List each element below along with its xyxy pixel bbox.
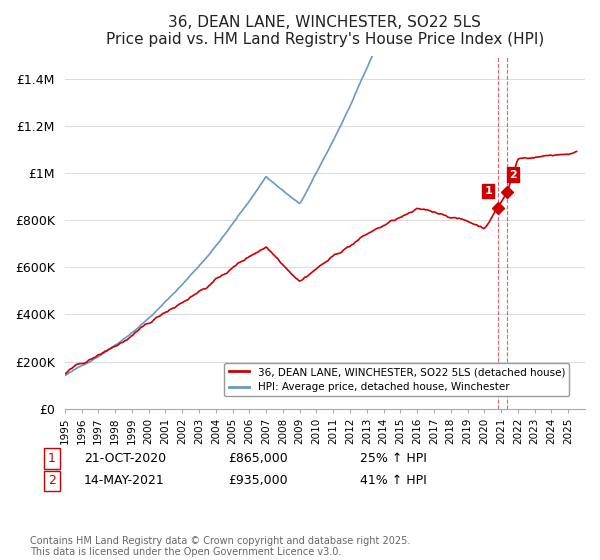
Text: £935,000: £935,000 (228, 474, 287, 487)
Text: 14-MAY-2021: 14-MAY-2021 (84, 474, 165, 487)
Title: 36, DEAN LANE, WINCHESTER, SO22 5LS
Price paid vs. HM Land Registry's House Pric: 36, DEAN LANE, WINCHESTER, SO22 5LS Pric… (106, 15, 544, 48)
Text: 21-OCT-2020: 21-OCT-2020 (84, 452, 166, 465)
Text: 1: 1 (484, 186, 492, 196)
Text: 41% ↑ HPI: 41% ↑ HPI (360, 474, 427, 487)
Legend: 36, DEAN LANE, WINCHESTER, SO22 5LS (detached house), HPI: Average price, detach: 36, DEAN LANE, WINCHESTER, SO22 5LS (det… (224, 363, 569, 396)
Text: Contains HM Land Registry data © Crown copyright and database right 2025.
This d: Contains HM Land Registry data © Crown c… (30, 535, 410, 557)
Text: £865,000: £865,000 (228, 452, 288, 465)
Text: 2: 2 (48, 474, 56, 487)
Text: 1: 1 (48, 452, 56, 465)
Text: 25% ↑ HPI: 25% ↑ HPI (360, 452, 427, 465)
Text: 2: 2 (509, 170, 517, 180)
